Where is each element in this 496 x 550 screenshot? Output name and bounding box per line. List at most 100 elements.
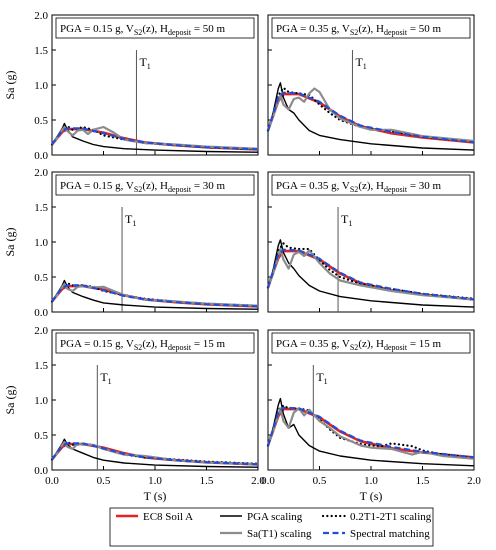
ann-end: = 50 m bbox=[407, 23, 441, 35]
ann-pga: PGA = 0.15 g, V bbox=[60, 338, 134, 350]
ann-vs-sub: S2 bbox=[350, 185, 358, 194]
y-tick-label: 0.5 bbox=[34, 430, 48, 442]
ann-vs-sub: S2 bbox=[134, 343, 142, 352]
annotation-box bbox=[55, 332, 255, 354]
y-tick-label: 0.0 bbox=[34, 150, 48, 162]
y-tick-label: 0.0 bbox=[34, 307, 48, 319]
x-tick-label: 2.0 bbox=[251, 475, 265, 487]
series-sm bbox=[266, 406, 475, 459]
annotation-text: PGA = 0.35 g, VS2(z), Hdeposit = 30 m bbox=[276, 180, 442, 194]
panel-6: 0.0 0.5 1.0 1.5 2.0 T1 PGA = 0.35 g, VS2(z), H… bbox=[261, 329, 481, 487]
y-tick-label: 1.0 bbox=[34, 237, 48, 249]
y-tick-label: 1.5 bbox=[34, 202, 48, 214]
legend-item-ratio: 0.2T1-2T1 scaling bbox=[321, 511, 432, 523]
panel-5: 0.0 0.5 1.0 1.5 2.0 0.0 0.5 1.0 1.5 2.0 T1 PGA = 0.… bbox=[34, 325, 265, 487]
y-axis-label: Sa (g) bbox=[3, 386, 17, 415]
y-tick-label: 1.0 bbox=[34, 395, 48, 407]
x-tick-label: 0.5 bbox=[313, 475, 327, 487]
x-axis-label: T (s) bbox=[360, 489, 383, 503]
ann-end: = 30 m bbox=[407, 180, 441, 192]
annotation-box bbox=[271, 332, 471, 354]
x-tick-label: 0.5 bbox=[97, 475, 111, 487]
ann-vs-sub: S2 bbox=[134, 185, 142, 194]
y-tick-label: 2.0 bbox=[34, 10, 48, 22]
x-tick-label: 2.0 bbox=[467, 475, 481, 487]
legend-label: EC8 Soil A bbox=[143, 511, 193, 523]
series-ratio bbox=[266, 404, 476, 459]
ann-h-sub: deposit bbox=[168, 28, 192, 37]
ann-end: = 15 m bbox=[407, 338, 441, 350]
series-sm bbox=[51, 284, 259, 308]
t1-label-main: T bbox=[139, 55, 147, 69]
ann-h-sub: deposit bbox=[384, 185, 408, 194]
series-pga bbox=[267, 239, 475, 308]
annotation-box bbox=[271, 17, 471, 39]
series-sm bbox=[51, 442, 259, 466]
panel-2: T1 PGA = 0.35 g, VS2(z), Hdeposit = 50 m bbox=[266, 14, 476, 156]
series-sat1 bbox=[266, 87, 475, 143]
legend-label: Spectral matching bbox=[350, 528, 430, 540]
panel-4: T1 PGA = 0.35 g, VS2(z), Hdeposit = 30 m bbox=[266, 171, 476, 313]
t1-label-sub: 1 bbox=[147, 62, 151, 71]
legend-item-sat1: Sa(T1) scaling bbox=[220, 528, 312, 540]
ann-z: (z), H bbox=[358, 338, 384, 350]
x-tick-label: 1.0 bbox=[148, 475, 162, 487]
ann-h-sub: deposit bbox=[168, 185, 192, 194]
axis-titles: Sa (g) Sa (g) Sa (g) T (s) T (s) bbox=[3, 71, 382, 504]
t1-label-sub: 1 bbox=[363, 62, 367, 71]
ann-h-sub: deposit bbox=[168, 343, 192, 352]
t1-label: T1 bbox=[355, 55, 366, 71]
annotation-text: PGA = 0.35 g, VS2(z), Hdeposit = 50 m bbox=[276, 23, 442, 37]
ann-z: (z), H bbox=[142, 23, 168, 35]
x-tick-label: 1.5 bbox=[416, 475, 430, 487]
x-tick-label: 0.0 bbox=[261, 475, 275, 487]
t1-label-main: T bbox=[100, 370, 108, 384]
ann-pga: PGA = 0.15 g, V bbox=[60, 180, 134, 192]
y-tick-label: 0.5 bbox=[34, 272, 48, 284]
y-axis-label: Sa (g) bbox=[3, 71, 17, 100]
series-pga bbox=[267, 82, 475, 151]
ann-pga: PGA = 0.35 g, V bbox=[276, 23, 350, 35]
legend-label: Sa(T1) scaling bbox=[247, 528, 312, 540]
series-sat1 bbox=[266, 407, 475, 460]
t1-label-main: T bbox=[355, 55, 363, 69]
ann-z: (z), H bbox=[142, 180, 168, 192]
ann-vs-sub: S2 bbox=[134, 28, 142, 37]
y-tick-label: 0.5 bbox=[34, 115, 48, 127]
series-sm bbox=[51, 127, 259, 151]
legend-box bbox=[109, 507, 434, 547]
y-tick-label: 1.0 bbox=[34, 80, 48, 92]
ann-end: = 30 m bbox=[191, 180, 225, 192]
x-tick-label: 1.0 bbox=[364, 475, 378, 487]
legend-label: PGA scaling bbox=[247, 511, 303, 523]
ann-vs-sub: S2 bbox=[350, 343, 358, 352]
annotation-text: PGA = 0.15 g, VS2(z), Hdeposit = 30 m bbox=[60, 180, 226, 194]
t1-label-main: T bbox=[125, 212, 133, 226]
panel-3: 0.0 0.5 1.0 1.5 2.0 T1 PGA = 0.15 g, VS2(z), H… bbox=[34, 167, 260, 319]
panel-1: 0.0 0.5 1.0 1.5 2.0 T1 PGA = 0.15 g, VS2(z), H… bbox=[34, 10, 260, 162]
legend-item-sm: Spectral matching bbox=[323, 528, 430, 540]
t1-label: T1 bbox=[316, 370, 327, 386]
legend-item-pga: PGA scaling bbox=[220, 511, 303, 523]
x-axis-label: T (s) bbox=[144, 489, 167, 503]
series-pga bbox=[267, 397, 475, 467]
annotation-box bbox=[55, 17, 255, 39]
t1-label: T1 bbox=[341, 212, 352, 228]
t1-label-main: T bbox=[341, 212, 349, 226]
series-sat1 bbox=[51, 125, 259, 150]
legend: EC8 Soil A PGA scaling 0.2T1-2T1 scaling Sa… bbox=[109, 507, 434, 547]
t1-label: T1 bbox=[125, 212, 136, 228]
legend-item-ec8: EC8 Soil A bbox=[116, 511, 193, 523]
ann-pga: PGA = 0.35 g, V bbox=[276, 338, 350, 350]
series-sat1 bbox=[266, 247, 475, 301]
ann-z: (z), H bbox=[358, 23, 384, 35]
t1-label: T1 bbox=[100, 370, 111, 386]
legend-label: 0.2T1-2T1 scaling bbox=[350, 511, 432, 523]
y-tick-label: 2.0 bbox=[34, 167, 48, 179]
x-tick-label: 1.5 bbox=[200, 475, 214, 487]
y-tick-label: 0.0 bbox=[34, 465, 48, 477]
annotation-box bbox=[271, 174, 471, 196]
t1-label-sub: 1 bbox=[324, 377, 328, 386]
